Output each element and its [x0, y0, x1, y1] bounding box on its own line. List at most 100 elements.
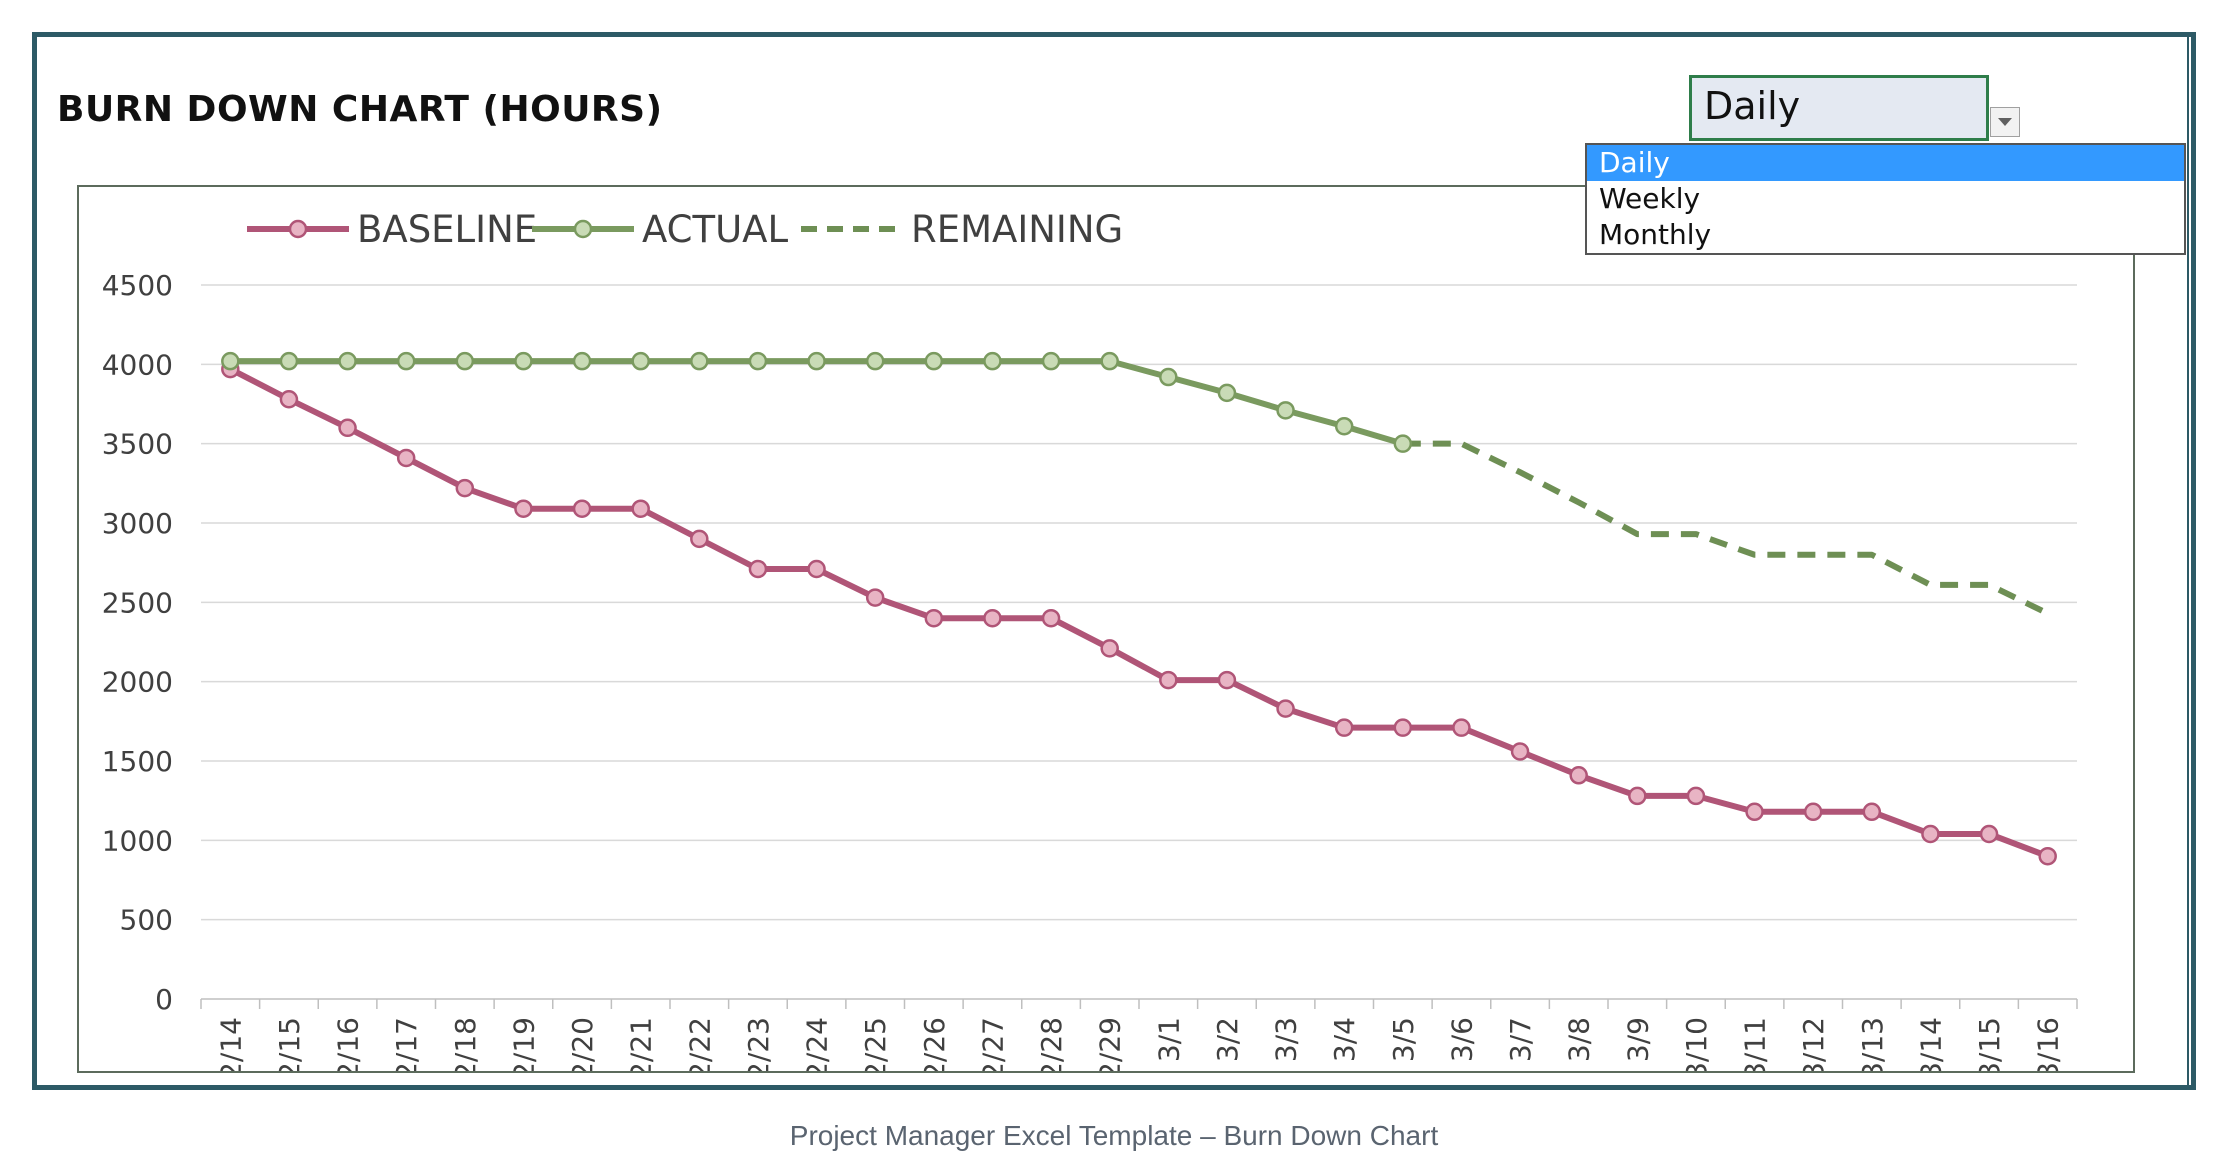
actual-data-point — [631, 351, 650, 371]
baseline-data-point — [279, 389, 299, 409]
baseline-data-point — [807, 559, 826, 579]
figure-caption: Project Manager Excel Template – Burn Do… — [789, 1120, 1439, 1151]
actual-data-point — [1159, 367, 1178, 387]
legend-label-baseline: BASELINE — [357, 208, 537, 251]
chart-title: BURN DOWN CHART (HOURS) — [57, 89, 663, 130]
actual-data-point — [1334, 416, 1354, 436]
x-tick-label: 2/15 — [273, 1017, 306, 1071]
baseline-data-point — [1510, 742, 1530, 761]
actual-data-point — [1100, 351, 1119, 371]
actual-data-point — [924, 351, 944, 371]
baseline-data-point — [1452, 718, 1471, 737]
actual-data-point — [396, 351, 416, 371]
x-tick-label: 3/1 — [1152, 1017, 1185, 1062]
actual-data-point — [865, 351, 885, 371]
baseline-data-point — [1803, 802, 1823, 822]
baseline-data-point — [1100, 639, 1119, 658]
chevron-down-icon[interactable] — [1990, 107, 2020, 137]
y-tick-label: 4000 — [102, 348, 173, 381]
x-tick-label: 3/16 — [2032, 1017, 2065, 1071]
baseline-data-point — [631, 499, 650, 518]
x-tick-label: 3/2 — [1211, 1017, 1244, 1062]
x-tick-label: 2/28 — [1035, 1017, 1068, 1071]
x-tick-label: 3/6 — [1445, 1017, 1478, 1062]
x-tick-label: 3/15 — [1973, 1017, 2006, 1071]
baseline-data-point — [1217, 670, 1237, 690]
y-tick-label: 3500 — [102, 428, 173, 461]
dropdown-option-daily[interactable]: Daily — [1587, 145, 2184, 181]
actual-data-point — [807, 351, 826, 371]
actual-series-line — [227, 358, 1406, 447]
actual-data-point — [221, 351, 240, 371]
baseline-series-line — [227, 366, 2051, 860]
x-tick-label: 3/14 — [1914, 1017, 1947, 1071]
x-tick-label: 3/7 — [1504, 1017, 1537, 1062]
baseline-data-point — [1334, 718, 1354, 737]
baseline-data-point — [1686, 786, 1706, 806]
actual-data-point — [748, 351, 768, 371]
x-tick-label: 3/13 — [1856, 1017, 1889, 1071]
x-tick-label: 2/23 — [742, 1017, 775, 1071]
baseline-data-point — [1041, 608, 1061, 628]
actual-data-point — [279, 351, 299, 371]
x-tick-label: 2/29 — [1094, 1017, 1127, 1071]
dropdown-option-monthly[interactable]: Monthly — [1599, 218, 1712, 251]
x-tick-label: 3/11 — [1739, 1017, 1772, 1071]
x-tick-label: 2/19 — [507, 1017, 540, 1071]
chart-area: 0 500 1000 1500 2000 2500 3000 3500 4000 4500 2/14… — [77, 185, 2135, 1073]
x-tick-label: 3/4 — [1328, 1017, 1361, 1062]
x-tick-label: 2/16 — [332, 1017, 365, 1071]
y-tick-label: 1500 — [102, 745, 173, 778]
x-tick-label: 3/9 — [1621, 1017, 1654, 1062]
actual-data-point — [690, 351, 709, 371]
x-tick-label: 2/18 — [449, 1017, 482, 1071]
actual-data-point — [1041, 351, 1061, 371]
baseline-data-point — [690, 529, 709, 549]
view-mode-dropdown[interactable]: Daily — [1689, 75, 1989, 141]
x-tick-label: 3/12 — [1797, 1017, 1830, 1071]
baseline-data-point — [455, 478, 475, 498]
x-tick-label: 2/22 — [683, 1017, 716, 1071]
y-tick-label: 1000 — [102, 824, 173, 857]
baseline-data-point — [1979, 824, 1999, 844]
legend-label-remaining: REMAINING — [911, 208, 1123, 251]
x-tick-label: 3/3 — [1270, 1017, 1303, 1062]
burn-down-chart: 0 500 1000 1500 2000 2500 3000 3500 4000 4500 2/14… — [102, 208, 2078, 1071]
actual-data-point — [983, 351, 1002, 371]
baseline-data-point — [748, 559, 768, 579]
x-tick-label: 3/5 — [1387, 1017, 1420, 1062]
actual-data-point — [1276, 401, 1295, 420]
x-tick-label: 2/14 — [214, 1017, 247, 1071]
x-tick-label: 2/20 — [566, 1017, 599, 1071]
x-tick-label: 2/21 — [625, 1017, 658, 1071]
y-tick-label: 3000 — [102, 507, 173, 540]
dropdown-selected-value: Daily — [1704, 84, 1801, 128]
x-tick-label: 2/24 — [801, 1017, 834, 1071]
dropdown-option-weekly[interactable]: Weekly — [1599, 182, 1701, 215]
y-tick-label: 2000 — [102, 666, 173, 699]
legend-marker-actual — [573, 219, 593, 239]
dropdown-options-list: Daily Weekly Monthly — [1585, 143, 2186, 255]
baseline-data-point — [865, 588, 885, 607]
legend-label-actual: ACTUAL — [642, 208, 788, 251]
y-tick-label: 4500 — [102, 269, 173, 302]
actual-data-point — [572, 351, 592, 371]
x-tick-label: 3/10 — [1680, 1017, 1713, 1071]
y-tick-label: 500 — [120, 904, 173, 937]
actual-data-point — [1393, 434, 1413, 453]
x-tick-label: 2/25 — [859, 1017, 892, 1071]
x-tick-label: 2/26 — [918, 1017, 951, 1071]
frame-divider — [2187, 37, 2189, 1085]
baseline-data-point — [338, 418, 357, 438]
baseline-data-point — [514, 499, 533, 518]
baseline-data-point — [1569, 766, 1588, 785]
actual-data-point — [514, 351, 533, 371]
baseline-data-point — [396, 448, 416, 468]
baseline-data-point — [983, 608, 1002, 628]
legend-marker-baseline — [288, 219, 308, 239]
baseline-data-point — [1159, 670, 1178, 690]
baseline-data-point — [2038, 846, 2057, 866]
y-tick-label: 0 — [155, 983, 173, 1016]
x-tick-label: 3/8 — [1563, 1017, 1596, 1062]
remaining-series-line — [1402, 440, 2050, 617]
